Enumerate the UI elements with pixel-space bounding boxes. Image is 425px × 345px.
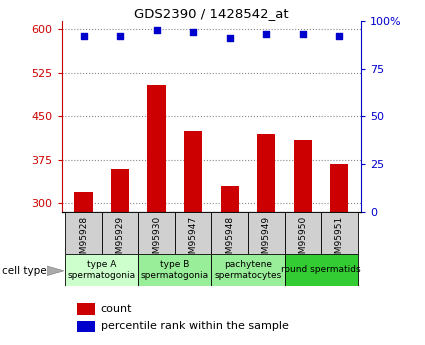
- Bar: [211, 254, 284, 286]
- Point: [190, 29, 197, 35]
- Bar: [65, 254, 139, 286]
- Point: [153, 28, 160, 33]
- Bar: [294, 140, 312, 212]
- Text: percentile rank within the sample: percentile rank within the sample: [101, 321, 289, 331]
- Polygon shape: [47, 266, 64, 276]
- Bar: [284, 212, 321, 254]
- Text: GSM95929: GSM95929: [116, 216, 125, 265]
- Text: GSM95949: GSM95949: [262, 216, 271, 265]
- Bar: [321, 212, 357, 254]
- Bar: [147, 85, 166, 212]
- Title: GDS2390 / 1428542_at: GDS2390 / 1428542_at: [134, 7, 289, 20]
- Bar: [330, 164, 348, 212]
- Point: [80, 33, 87, 39]
- Text: count: count: [101, 304, 132, 314]
- Text: GSM95947: GSM95947: [189, 216, 198, 265]
- Text: GSM95930: GSM95930: [152, 216, 161, 265]
- Bar: [139, 212, 175, 254]
- Bar: [139, 254, 212, 286]
- Text: GSM95928: GSM95928: [79, 216, 88, 265]
- Point: [226, 35, 233, 41]
- Bar: [211, 212, 248, 254]
- Bar: [248, 212, 284, 254]
- Bar: [184, 131, 202, 212]
- Text: pachytene
spermatocytes: pachytene spermatocytes: [214, 260, 282, 280]
- Bar: [65, 212, 102, 254]
- Bar: [111, 169, 129, 212]
- Bar: [76, 321, 95, 332]
- Bar: [74, 192, 93, 212]
- Bar: [284, 254, 357, 286]
- Text: type A
spermatogonia: type A spermatogonia: [68, 260, 136, 280]
- Bar: [221, 186, 239, 212]
- Bar: [76, 304, 95, 315]
- Point: [299, 31, 306, 37]
- Text: type B
spermatogonia: type B spermatogonia: [141, 260, 209, 280]
- Text: GSM95951: GSM95951: [335, 216, 344, 265]
- Point: [117, 33, 124, 39]
- Bar: [257, 134, 275, 212]
- Text: cell type: cell type: [2, 266, 47, 276]
- Bar: [175, 212, 212, 254]
- Text: round spermatids: round spermatids: [281, 265, 361, 275]
- Point: [263, 31, 269, 37]
- Text: GSM95948: GSM95948: [225, 216, 234, 265]
- Point: [336, 33, 343, 39]
- Text: GSM95950: GSM95950: [298, 216, 307, 265]
- Bar: [102, 212, 139, 254]
